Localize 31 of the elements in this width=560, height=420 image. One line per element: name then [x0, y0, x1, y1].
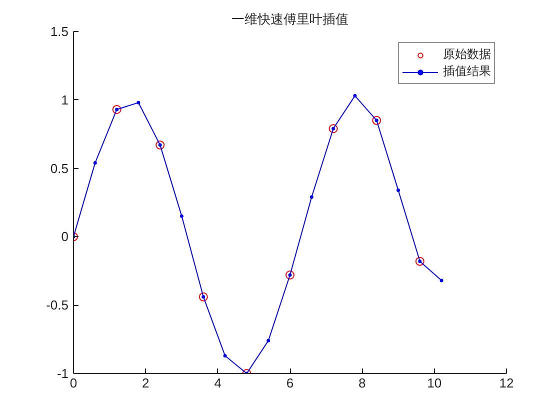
point: [372, 116, 382, 125]
point: [440, 278, 444, 282]
point: [396, 188, 400, 192]
x-tick-label: 4: [214, 376, 222, 390]
x-tick-label: 8: [358, 376, 366, 390]
y-tick-label: 0: [61, 229, 69, 244]
y-tick-label: 1.5: [50, 24, 69, 39]
x-tick-label: 2: [142, 376, 150, 390]
point: [93, 161, 97, 165]
point: [136, 100, 140, 104]
chart-title: 一维快速傅里叶插值: [232, 12, 348, 26]
point: [198, 292, 208, 302]
y-tick-label: 1: [61, 92, 69, 108]
point: [286, 270, 294, 280]
point: [112, 104, 122, 114]
point: [180, 214, 184, 218]
point: [310, 195, 314, 199]
y-tick-label: 0.5: [50, 160, 69, 176]
point: [266, 338, 270, 342]
point: [223, 354, 227, 358]
point: [353, 94, 357, 98]
x-tick-label: 12: [499, 376, 514, 390]
x-tick-label: 6: [286, 376, 294, 390]
y-tick-label: -1: [56, 366, 69, 381]
point: [415, 256, 424, 266]
legend-label: 原始数据: [443, 46, 491, 63]
y-tick-label: -0.5: [46, 298, 69, 313]
point: [156, 140, 165, 150]
x-tick-label: 10: [427, 376, 442, 390]
point: [328, 124, 338, 134]
legend-label: 插值结果: [443, 63, 491, 80]
